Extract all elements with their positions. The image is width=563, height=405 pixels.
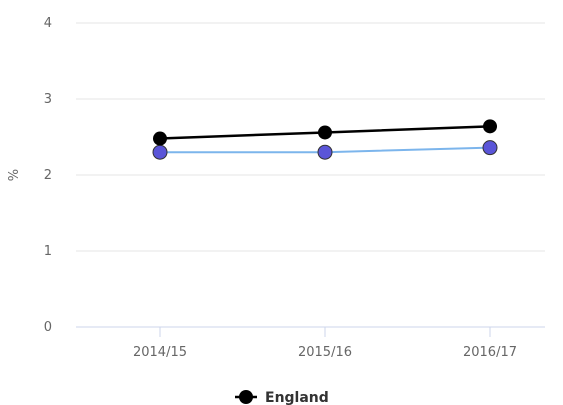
series-comparison[interactable] xyxy=(152,140,498,160)
x-tick-label: 2014/15 xyxy=(133,345,187,360)
series-group xyxy=(152,119,498,160)
x-tick-label: 2016/17 xyxy=(463,345,517,360)
data-point[interactable] xyxy=(318,125,332,140)
data-point[interactable] xyxy=(483,119,497,134)
data-point[interactable] xyxy=(152,144,168,160)
legend-marker xyxy=(239,390,253,404)
series-england[interactable] xyxy=(153,119,497,146)
y-tick-label: 1 xyxy=(44,244,52,259)
legend-label: England xyxy=(265,390,329,405)
data-point[interactable] xyxy=(482,140,498,156)
legend[interactable]: England xyxy=(235,390,329,405)
grid-lines xyxy=(76,22,545,252)
y-tick-label: 3 xyxy=(44,92,52,107)
x-tick-label: 2015/16 xyxy=(298,345,352,360)
y-axis-label: % xyxy=(7,169,22,181)
y-tick-label: 4 xyxy=(44,16,52,31)
data-point[interactable] xyxy=(317,144,333,160)
data-point[interactable] xyxy=(153,131,167,146)
legend-item[interactable]: England xyxy=(235,390,329,405)
y-tick-label: 0 xyxy=(44,320,52,335)
axes: 0 1 2 3 4 2014/15 2015/16 2016/17 xyxy=(44,16,545,360)
y-tick-label: 2 xyxy=(44,168,52,183)
